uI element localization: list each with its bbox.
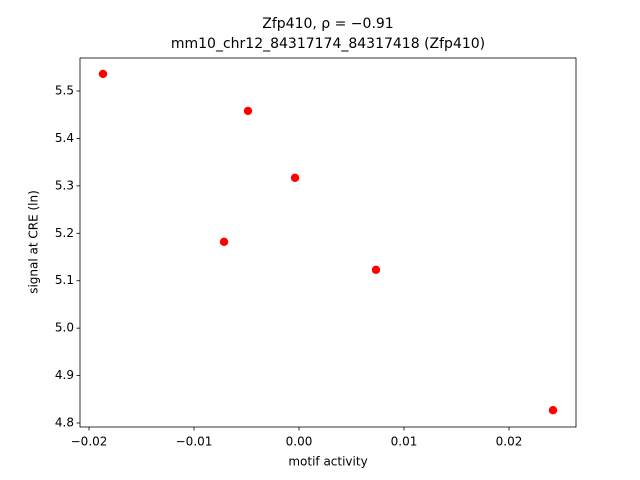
y-tick-label: 4.8 — [55, 416, 74, 430]
y-tick-label: 5.3 — [55, 178, 74, 192]
y-tick-label: 4.9 — [55, 368, 74, 382]
plot-frame — [79, 57, 577, 428]
point — [548, 406, 558, 415]
point — [98, 69, 108, 79]
x-axis-label: motif activity — [288, 455, 367, 469]
y-axis-label: signal at CRE (ln) — [27, 190, 41, 294]
point — [243, 106, 253, 116]
x-tick-label: 0.01 — [391, 435, 418, 449]
y-tick-label: 5.1 — [55, 273, 74, 287]
y-tick-label: 5.2 — [55, 226, 74, 240]
x-tick-label: −0.02 — [71, 435, 108, 449]
y-tick-label: 5.0 — [55, 321, 74, 335]
point — [290, 173, 300, 183]
chart-subtitle: mm10_chr12_84317174_84317418 (Zfp410) — [171, 36, 485, 52]
chart-title: Zfp410, ρ = −0.91 — [262, 16, 393, 32]
y-tick-label: 5.4 — [55, 131, 74, 145]
point — [371, 265, 381, 275]
x-tick-label: 0.02 — [496, 435, 523, 449]
y-tick-label: 5.5 — [55, 84, 74, 98]
point — [219, 237, 229, 247]
x-tick-label: 0.00 — [286, 435, 313, 449]
x-tick-label: −0.01 — [176, 435, 213, 449]
